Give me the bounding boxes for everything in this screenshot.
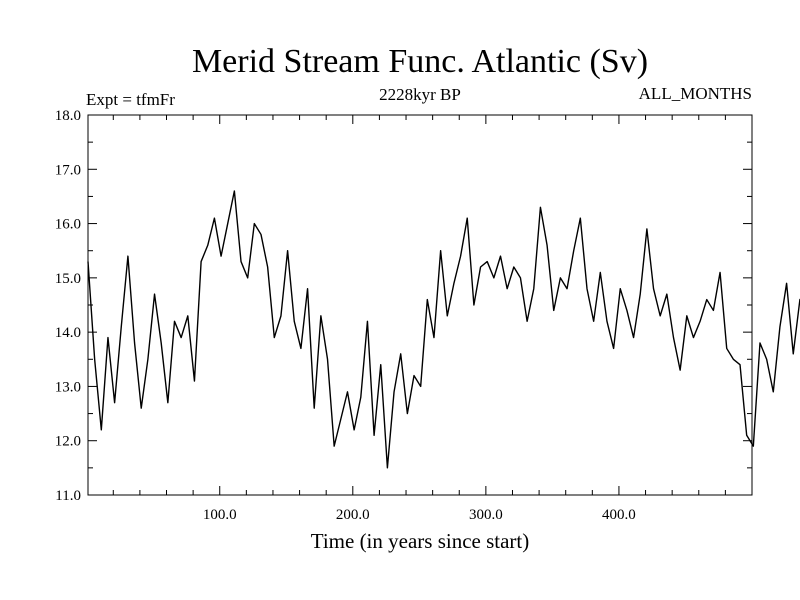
- x-tick-label: 300.0: [469, 507, 503, 523]
- time-period-label: 2228kyr BP: [379, 85, 461, 104]
- y-tick-label: 13.0: [55, 379, 81, 395]
- experiment-label: Expt = tfmFr: [86, 90, 175, 109]
- plot-frame: [87, 114, 753, 496]
- x-tick-label: 100.0: [203, 507, 237, 523]
- y-tick-label: 12.0: [55, 434, 81, 450]
- y-tick-label: 18.0: [55, 108, 81, 124]
- y-tick-label: 17.0: [55, 162, 81, 178]
- chart-title: Merid Stream Func. Atlantic (Sv): [192, 43, 648, 80]
- series-line: [87, 190, 800, 469]
- x-axis-label: Time (in years since start): [311, 529, 530, 553]
- x-tick-label: 400.0: [602, 507, 636, 523]
- x-tick-label: 200.0: [336, 507, 370, 523]
- y-tick-label: 15.0: [55, 271, 81, 287]
- y-tick-label: 14.0: [55, 325, 81, 341]
- x-axis: 100.0 200.0 300.0 400.0: [112, 115, 726, 523]
- months-label: ALL_MONTHS: [639, 84, 752, 103]
- y-tick-label: 16.0: [55, 217, 81, 233]
- y-tick-label: 11.0: [55, 488, 81, 504]
- y-axis: 11.0 12.0 13.0 14.0 15.0 16.0 17.0 18.0: [55, 108, 752, 504]
